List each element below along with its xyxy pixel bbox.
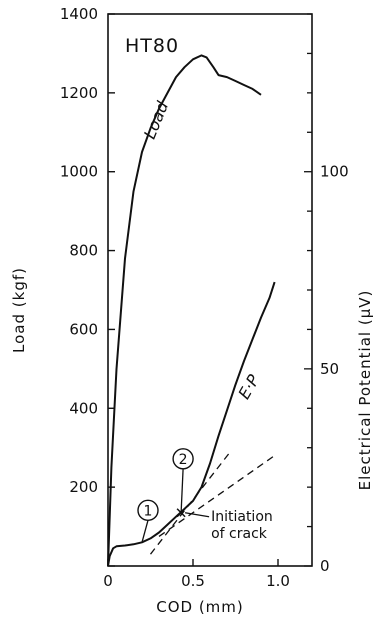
marker-2-leader bbox=[180, 468, 184, 513]
plot-frame bbox=[107, 13, 313, 567]
crack-annotation-line: Initiation bbox=[211, 509, 273, 525]
y-axis-title-right: Electrical Potential (μV) bbox=[356, 290, 374, 491]
marker-1-circle bbox=[137, 499, 159, 522]
marker-2-circle bbox=[172, 448, 194, 470]
crack-point-mark-b bbox=[176, 508, 186, 518]
x-tick-label: 0 bbox=[103, 572, 113, 590]
y-right-tick-label: 100 bbox=[320, 163, 349, 181]
marker-1-leader bbox=[141, 520, 149, 543]
x-tick-label: 1.0 bbox=[266, 572, 290, 590]
x-axis-title: COD (mm) bbox=[156, 598, 244, 616]
y-left-tick-label: 800 bbox=[69, 242, 98, 260]
y-axis-title-left: Load (kgf) bbox=[10, 267, 28, 353]
marker-2-label: 2 bbox=[179, 452, 188, 468]
x-tick-label: 0.5 bbox=[181, 572, 205, 590]
y-left-tick-label: 1400 bbox=[60, 5, 98, 23]
y-right-tick-label: 50 bbox=[320, 360, 339, 378]
y-left-tick-label: 400 bbox=[69, 399, 98, 417]
y-left-tick-label: 1200 bbox=[60, 84, 98, 102]
load-series-line bbox=[107, 54, 262, 567]
y-right-tick-label: 0 bbox=[320, 557, 330, 575]
crack-leader bbox=[185, 512, 210, 518]
y-left-tick-label: 1000 bbox=[60, 163, 98, 181]
panel-label: HT80 bbox=[125, 35, 179, 57]
load-series-label: Load bbox=[140, 98, 172, 142]
y-left-tick-label: 200 bbox=[69, 478, 98, 496]
marker-1-label: 1 bbox=[144, 503, 153, 519]
crack-annotation-line: of crack bbox=[211, 526, 268, 542]
y-left-tick-label: 600 bbox=[69, 320, 98, 338]
